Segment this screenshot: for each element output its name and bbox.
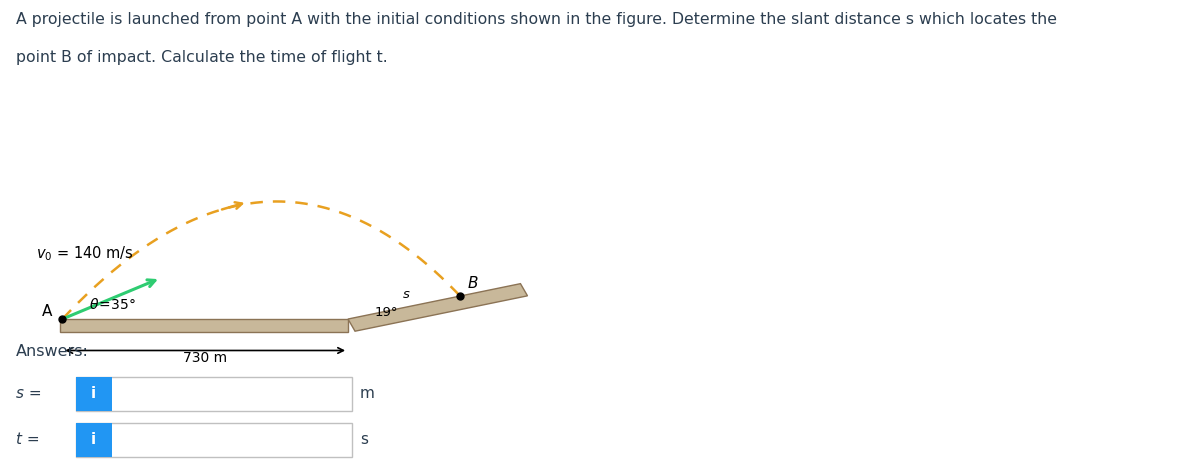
Text: s: s	[403, 288, 410, 301]
Text: s: s	[360, 432, 368, 447]
Polygon shape	[60, 319, 348, 332]
Text: $\theta$ =35°: $\theta$ =35°	[89, 297, 136, 312]
Text: 730 m: 730 m	[184, 352, 227, 365]
Text: A projectile is launched from point A with the initial conditions shown in the f: A projectile is launched from point A wi…	[16, 12, 1056, 27]
Text: t =: t =	[16, 432, 40, 447]
Text: 19°: 19°	[374, 305, 398, 319]
Text: m: m	[360, 386, 374, 401]
Polygon shape	[348, 284, 528, 331]
Text: A: A	[42, 304, 53, 319]
Text: i: i	[91, 386, 96, 401]
Text: s =: s =	[16, 386, 41, 401]
Text: point B of impact. Calculate the time of flight t.: point B of impact. Calculate the time of…	[16, 50, 388, 65]
Text: i: i	[91, 432, 96, 447]
Text: B: B	[467, 276, 478, 291]
Text: Answers:: Answers:	[16, 344, 89, 360]
Text: $v_0$ = 140 m/s: $v_0$ = 140 m/s	[36, 244, 134, 263]
